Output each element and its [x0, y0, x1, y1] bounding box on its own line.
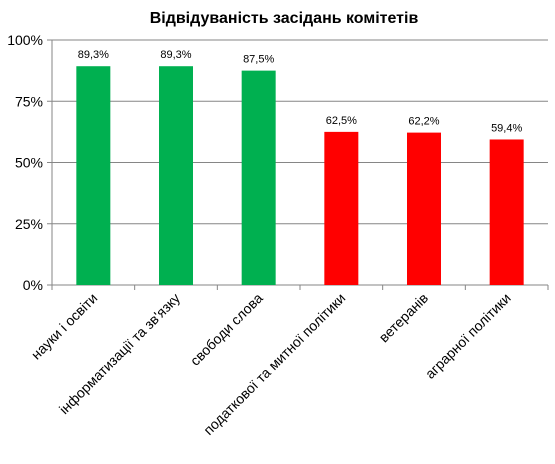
y-tick-label: 75%	[15, 93, 43, 109]
bar-value-label: 62,2%	[408, 116, 439, 128]
y-axis-tick-labels: 0% 25% 50% 75% 100%	[7, 32, 43, 293]
gridlines	[52, 39, 548, 225]
bars	[76, 66, 524, 285]
category-label: науки і освіти	[28, 290, 101, 363]
y-tick-label: 50%	[15, 155, 43, 171]
data-labels: 89,3% 89,3% 87,5% 62,5% 62,2% 59,4%	[78, 49, 523, 134]
bar	[324, 131, 359, 285]
bar-value-label: 59,4%	[491, 122, 522, 134]
y-tick-label: 100%	[7, 32, 43, 48]
bar	[76, 66, 111, 285]
y-tick-label: 0%	[23, 277, 43, 293]
category-label: ветеранів	[376, 290, 432, 346]
chart-title: Відвідуваність засідань комітетів	[150, 10, 419, 27]
bar-value-label: 89,3%	[78, 49, 109, 61]
bar-value-label: 89,3%	[160, 49, 191, 61]
axes	[47, 39, 549, 290]
bar-value-label: 87,5%	[243, 54, 274, 66]
bar-value-label: 62,5%	[326, 115, 357, 127]
bar	[489, 139, 524, 285]
bar	[241, 70, 276, 285]
category-label: свободи слова	[187, 290, 266, 369]
bar	[407, 132, 441, 285]
category-label: податкової та митної політики	[200, 290, 348, 438]
bar	[159, 66, 193, 285]
y-tick-label: 25%	[15, 216, 43, 232]
category-label: аграрної політики	[422, 290, 514, 382]
